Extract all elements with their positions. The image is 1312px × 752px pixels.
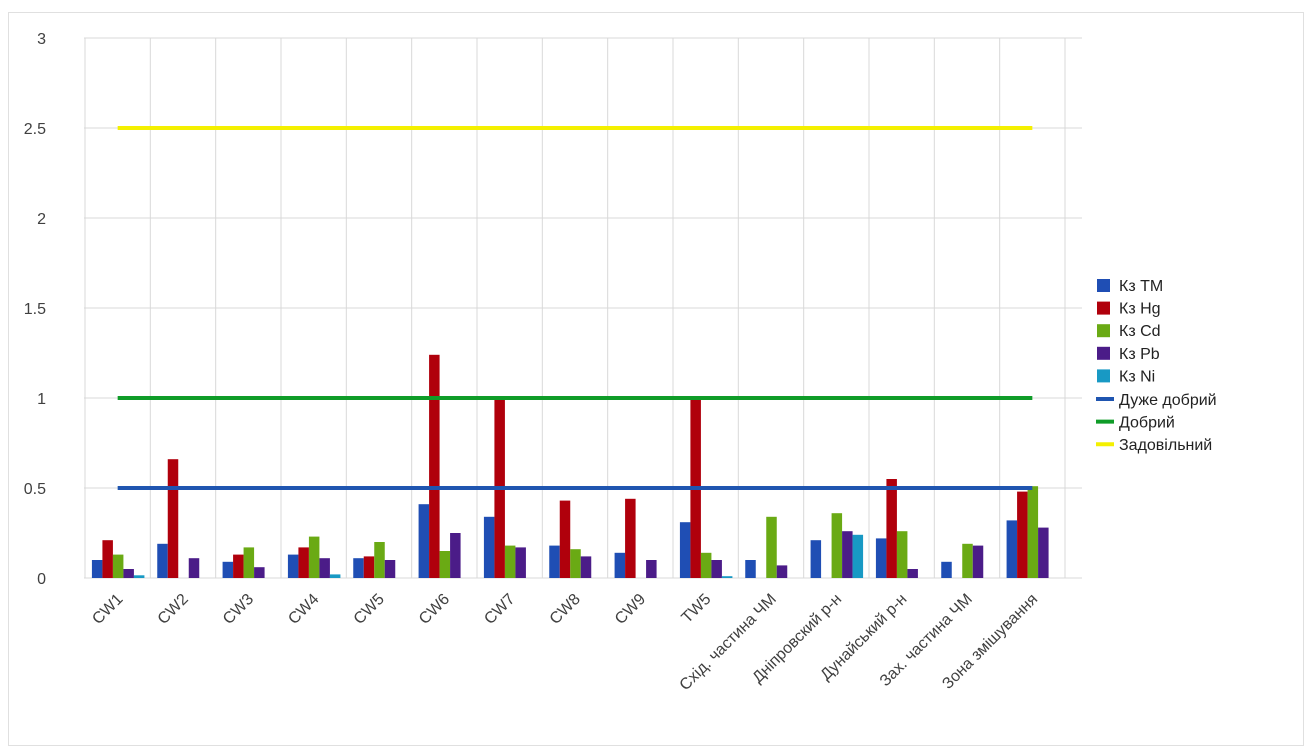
bar-кз-pb xyxy=(319,558,330,578)
bar-кз-тм xyxy=(549,545,560,578)
legend-label: Кз Cd xyxy=(1119,323,1161,340)
x-tick-label: CW5 xyxy=(351,591,388,628)
x-tick-label: CW7 xyxy=(481,591,518,628)
bar-кз-hg xyxy=(102,540,113,578)
y-tick-label: 1.5 xyxy=(24,301,46,318)
legend-label: Дуже добрий xyxy=(1119,392,1217,409)
bar-кз-pb xyxy=(123,569,134,578)
bar-кз-ni xyxy=(721,576,733,578)
bar-кз-cd xyxy=(570,549,581,578)
bar-кз-ni xyxy=(852,534,864,578)
legend-label: Задовільний xyxy=(1119,437,1212,454)
y-tick-label: 1 xyxy=(37,391,46,408)
bar-кз-cd xyxy=(243,547,255,578)
legend-label: Добрий xyxy=(1119,415,1175,432)
y-tick-label: 3 xyxy=(37,31,46,48)
bar-кз-тм xyxy=(483,516,495,578)
y-axis-labels: 0 0.5 1 1.5 2 2.5 3 xyxy=(24,31,46,588)
bar-кз-pb xyxy=(384,560,396,578)
bar-кз-тм xyxy=(745,560,756,578)
bar-кз-cd xyxy=(896,531,908,578)
bar-кз-тм xyxy=(679,522,691,578)
legend-swatch xyxy=(1097,324,1110,338)
bar-кз-cd xyxy=(962,543,973,578)
legend-label: Кз Ni xyxy=(1119,368,1155,385)
bar-кз-pb xyxy=(842,531,853,578)
legend-label: Кз ТМ xyxy=(1119,278,1163,295)
bars-layer xyxy=(91,354,1049,578)
bar-кз-pb xyxy=(450,533,461,578)
bar-кз-hg xyxy=(298,547,309,578)
bar-кз-тм xyxy=(222,561,234,578)
bar-кз-hg xyxy=(233,554,244,578)
bar-кз-ni xyxy=(133,575,145,578)
y-tick-label: 2.5 xyxy=(24,121,46,138)
legend-swatch xyxy=(1097,346,1110,360)
x-tick-label: TW5 xyxy=(679,591,715,627)
bar-кз-hg xyxy=(363,556,375,578)
bar-кз-pb xyxy=(580,556,592,578)
y-tick-label: 2 xyxy=(37,211,46,228)
y-tick-label: 0.5 xyxy=(24,481,46,498)
bar-кз-pb xyxy=(972,545,984,578)
legend-swatch xyxy=(1097,279,1110,292)
bar-кз-cd xyxy=(374,542,385,578)
x-tick-label: CW6 xyxy=(416,591,453,628)
bar-кз-тм xyxy=(1006,520,1018,578)
bar-кз-pb xyxy=(515,547,526,578)
legend-label: Кз Hg xyxy=(1119,301,1161,318)
bar-кз-hg xyxy=(559,500,571,578)
bar-кз-тм xyxy=(157,543,168,578)
bar-кз-cd xyxy=(766,516,777,578)
bar-кз-тм xyxy=(353,558,364,578)
legend: Кз ТМ Кз Hg Кз Cd Кз Pb Кз Ni Дуже добрий Добр… xyxy=(1096,278,1217,454)
bar-кз-cd xyxy=(308,536,320,578)
bar-кз-hg xyxy=(886,479,897,578)
bar-кз-ni xyxy=(329,574,341,578)
bar-кз-тм xyxy=(614,552,626,578)
bar-кз-cd xyxy=(439,551,451,578)
bar-кз-cd xyxy=(1027,486,1039,578)
bar-кз-тм xyxy=(418,504,430,578)
bar-кз-hg xyxy=(1017,491,1028,578)
x-tick-label: CW3 xyxy=(220,591,257,628)
legend-swatch xyxy=(1097,301,1110,315)
legend-label: Кз Pb xyxy=(1119,346,1160,363)
bar-кз-pb xyxy=(776,565,788,578)
bar-кз-cd xyxy=(831,513,843,578)
bar-кз-hg xyxy=(625,498,636,578)
x-tick-label: CW8 xyxy=(547,591,584,628)
bar-кз-тм xyxy=(941,561,952,578)
x-tick-label: CW1 xyxy=(89,591,126,628)
bar-кз-тм xyxy=(91,560,103,578)
x-tick-label: CW9 xyxy=(612,591,649,628)
bar-кз-cd xyxy=(112,554,124,578)
bar-кз-pb xyxy=(254,567,265,578)
bar-кз-pb xyxy=(646,560,657,578)
legend-swatch xyxy=(1097,369,1110,383)
bar-кз-pb xyxy=(188,558,200,578)
bar-кз-pb xyxy=(907,569,918,578)
x-tick-label: CW4 xyxy=(285,591,322,628)
bar-кз-hg xyxy=(429,354,440,578)
x-tick-label: CW2 xyxy=(155,591,192,628)
bar-кз-тм xyxy=(875,538,887,578)
bar-кз-cd xyxy=(504,545,516,578)
threshold-lines-layer xyxy=(117,126,1033,490)
bar-кз-cd xyxy=(700,552,712,578)
y-tick-label: 0 xyxy=(37,571,46,588)
grid-layer xyxy=(84,37,1082,579)
bar-кз-hg xyxy=(167,459,179,578)
bar-кз-pb xyxy=(711,560,722,578)
chart-frame xyxy=(8,12,1304,746)
bar-кз-pb xyxy=(1038,527,1049,578)
bar-кз-тм xyxy=(287,554,299,578)
bar-кз-тм xyxy=(810,540,822,578)
